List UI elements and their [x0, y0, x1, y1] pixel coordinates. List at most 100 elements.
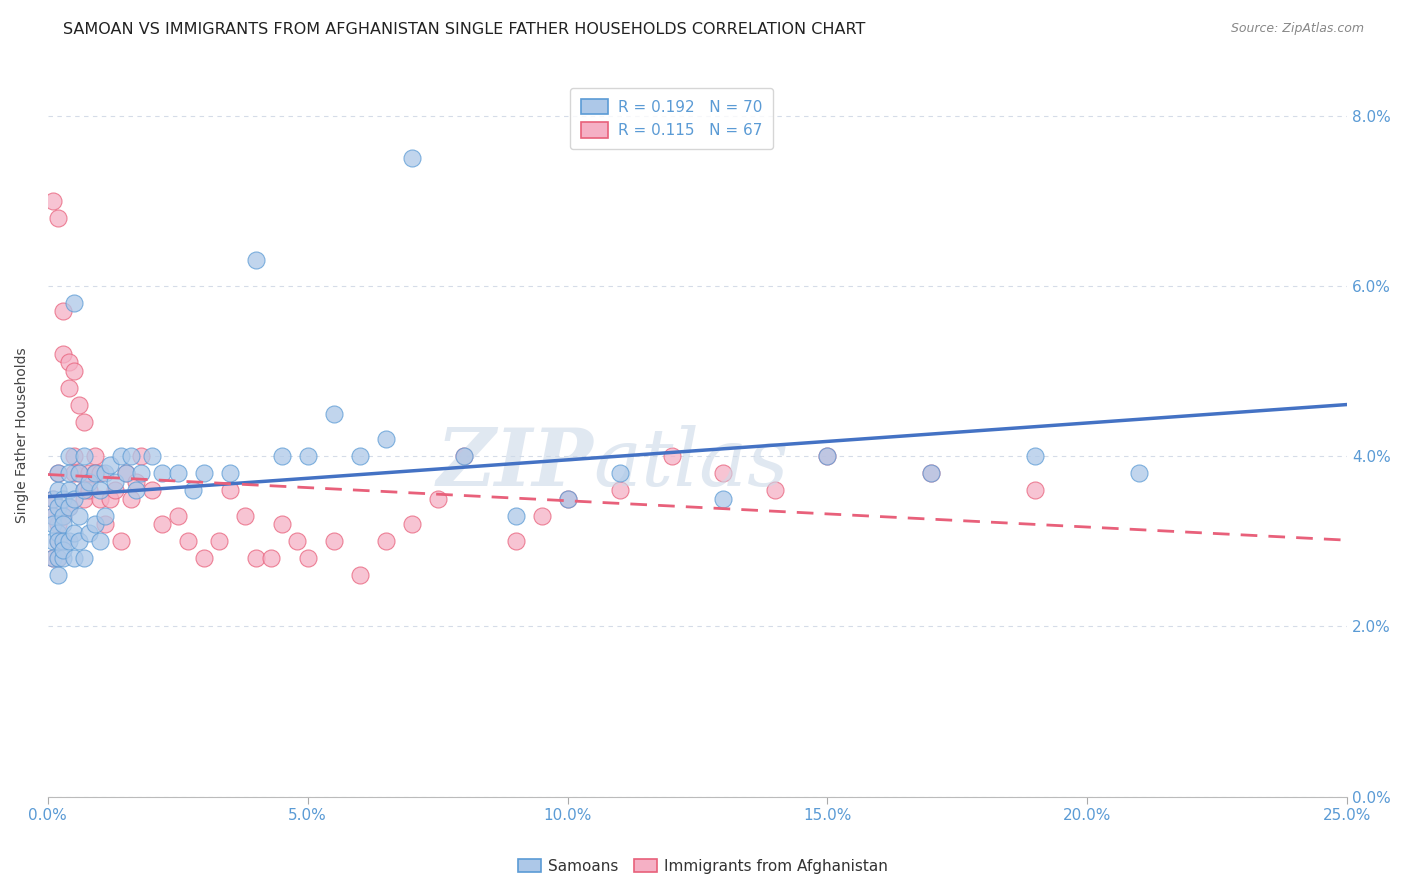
Point — [62, 525, 84, 540]
Point — [609, 466, 631, 480]
Point — [920, 466, 942, 480]
Point — [73, 415, 96, 429]
Point — [67, 466, 90, 480]
Point — [73, 483, 96, 498]
Point — [42, 508, 65, 523]
Point — [58, 483, 80, 498]
Point — [62, 491, 84, 506]
Point — [52, 347, 75, 361]
Point — [322, 407, 344, 421]
Point — [52, 534, 75, 549]
Point — [58, 500, 80, 515]
Point — [46, 534, 69, 549]
Point — [89, 534, 111, 549]
Point — [233, 508, 256, 523]
Point — [1024, 483, 1046, 498]
Point — [125, 483, 148, 498]
Point — [193, 466, 215, 480]
Point — [349, 568, 371, 582]
Point — [166, 508, 188, 523]
Point — [374, 432, 396, 446]
Point — [62, 466, 84, 480]
Point — [218, 466, 240, 480]
Point — [94, 466, 117, 480]
Point — [79, 483, 101, 498]
Point — [453, 449, 475, 463]
Point — [120, 449, 142, 463]
Point — [67, 398, 90, 412]
Point — [42, 194, 65, 208]
Point — [79, 525, 101, 540]
Point — [1128, 466, 1150, 480]
Point — [349, 449, 371, 463]
Point — [401, 151, 423, 165]
Point — [52, 551, 75, 566]
Point — [52, 508, 75, 523]
Point — [297, 551, 319, 566]
Point — [426, 491, 449, 506]
Point — [46, 525, 69, 540]
Point — [557, 491, 579, 506]
Point — [920, 466, 942, 480]
Point — [765, 483, 787, 498]
Point — [46, 517, 69, 532]
Point — [42, 491, 65, 506]
Point — [83, 449, 105, 463]
Point — [94, 508, 117, 523]
Point — [89, 466, 111, 480]
Point — [73, 483, 96, 498]
Point — [177, 534, 200, 549]
Point — [374, 534, 396, 549]
Point — [83, 466, 105, 480]
Point — [79, 466, 101, 480]
Point — [73, 551, 96, 566]
Point — [260, 551, 283, 566]
Text: atlas: atlas — [593, 425, 789, 502]
Point — [42, 551, 65, 566]
Point — [505, 534, 527, 549]
Point — [131, 449, 153, 463]
Point — [104, 475, 127, 489]
Point — [46, 534, 69, 549]
Point — [401, 517, 423, 532]
Point — [270, 449, 292, 463]
Point — [42, 534, 65, 549]
Point — [73, 449, 96, 463]
Point — [52, 491, 75, 506]
Point — [557, 491, 579, 506]
Point — [67, 534, 90, 549]
Point — [713, 466, 735, 480]
Point — [110, 534, 132, 549]
Point — [110, 449, 132, 463]
Legend: Samoans, Immigrants from Afghanistan: Samoans, Immigrants from Afghanistan — [512, 853, 894, 880]
Point — [62, 551, 84, 566]
Point — [98, 491, 121, 506]
Point — [46, 568, 69, 582]
Point — [62, 296, 84, 310]
Point — [58, 500, 80, 515]
Point — [46, 551, 69, 566]
Point — [150, 517, 173, 532]
Point — [42, 491, 65, 506]
Point — [181, 483, 204, 498]
Point — [713, 491, 735, 506]
Point — [79, 475, 101, 489]
Point — [125, 475, 148, 489]
Point — [42, 508, 65, 523]
Point — [208, 534, 231, 549]
Point — [322, 534, 344, 549]
Point — [1024, 449, 1046, 463]
Point — [270, 517, 292, 532]
Point — [89, 483, 111, 498]
Point — [98, 458, 121, 472]
Point — [120, 491, 142, 506]
Point — [83, 517, 105, 532]
Point — [73, 491, 96, 506]
Text: Source: ZipAtlas.com: Source: ZipAtlas.com — [1230, 22, 1364, 36]
Point — [297, 449, 319, 463]
Point — [166, 466, 188, 480]
Point — [817, 449, 839, 463]
Point — [89, 491, 111, 506]
Point — [141, 449, 163, 463]
Legend: R = 0.192   N = 70, R = 0.115   N = 67: R = 0.192 N = 70, R = 0.115 N = 67 — [571, 87, 773, 149]
